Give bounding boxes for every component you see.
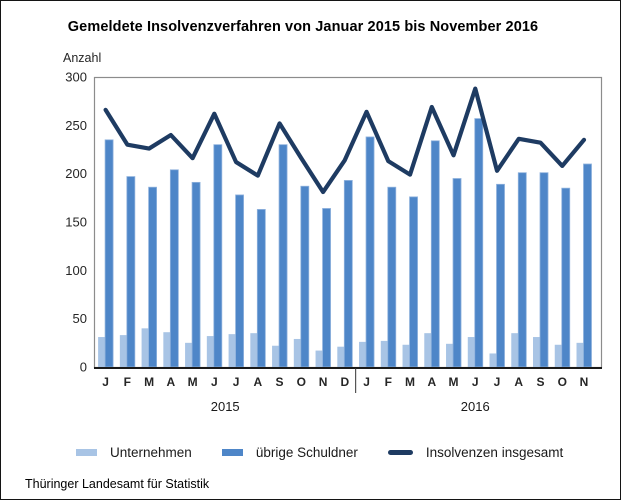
x-tick-label: N — [580, 375, 589, 389]
bar-unternehmen — [489, 353, 497, 367]
y-tick-label: 200 — [65, 166, 87, 181]
bar-uebrige-schuldner — [387, 186, 397, 368]
y-tick-label: 100 — [65, 263, 87, 278]
bar-unternehmen — [380, 340, 388, 367]
y-tick-label: 250 — [65, 118, 87, 133]
x-tick-label: A — [514, 375, 523, 389]
bar-uebrige-schuldner — [452, 178, 462, 368]
bar-unternehmen — [402, 344, 410, 367]
legend-label: Insolvenzen insgesamt — [425, 445, 564, 460]
bar-uebrige-schuldner — [213, 144, 223, 368]
bar-uebrige-schuldner — [583, 163, 592, 368]
bar-uebrige-schuldner — [322, 208, 331, 368]
bar-unternehmen — [359, 341, 367, 367]
x-tick-label: J — [472, 375, 479, 389]
bar-unternehmen — [141, 328, 149, 367]
bar-uebrige-schuldner — [126, 176, 136, 368]
y-tick-label: 50 — [73, 311, 87, 326]
x-tick-label: N — [319, 375, 328, 389]
x-tick-label: A — [253, 375, 262, 389]
bar-uebrige-schuldner — [474, 118, 484, 368]
legend-swatch-bar — [221, 449, 243, 456]
bar-unternehmen — [98, 337, 106, 367]
year-label: 2016 — [461, 399, 490, 414]
bar-uebrige-schuldner — [104, 139, 114, 368]
x-tick-label: J — [102, 375, 109, 389]
legend-item-1: übrige Schuldner — [221, 445, 358, 460]
legend-swatch-bar — [76, 449, 97, 456]
x-tick-label: O — [558, 375, 567, 389]
x-tick-label: J — [494, 375, 501, 389]
x-tick-label: M — [188, 375, 198, 389]
bar-unternehmen — [446, 343, 454, 367]
bar-uebrige-schuldner — [235, 194, 244, 368]
bar-unternehmen — [576, 342, 584, 367]
bar-unternehmen — [315, 350, 323, 367]
bar-unternehmen — [511, 333, 519, 367]
y-tick-label: 0 — [80, 360, 87, 375]
bar-uebrige-schuldner — [278, 144, 288, 368]
bar-uebrige-schuldner — [191, 181, 201, 368]
x-tick-label: S — [537, 375, 545, 389]
x-tick-label: J — [363, 375, 370, 389]
bar-unternehmen — [163, 332, 171, 367]
x-tick-label: F — [385, 375, 392, 389]
total-line — [103, 86, 587, 195]
bar-uebrige-schuldner — [409, 196, 418, 368]
x-tick-label: O — [297, 375, 306, 389]
bar-uebrige-schuldner — [496, 183, 505, 368]
bar-uebrige-schuldner — [300, 185, 310, 368]
x-tick-label: M — [449, 375, 459, 389]
chart-legend: Unternehmen übrige Schuldner Insolvenzen i… — [76, 445, 563, 460]
x-tick-label: A — [427, 375, 436, 389]
x-tick-label: A — [167, 375, 176, 389]
bar-unternehmen — [250, 333, 258, 367]
x-tick-label: J — [233, 375, 240, 389]
year-label: 2015 — [211, 399, 240, 414]
x-tick-label: F — [124, 375, 131, 389]
bar-unternehmen — [337, 346, 345, 367]
y-axis-label: Anzahl — [63, 51, 101, 65]
legend-item-2: Insolvenzen insgesamt — [387, 445, 564, 460]
bar-uebrige-schuldner — [365, 136, 375, 368]
legend-item-0: Unternehmen — [76, 445, 192, 460]
source-attribution: Thüringer Landesamt für Statistik — [25, 477, 210, 491]
x-tick-label: D — [340, 375, 349, 389]
bar-unternehmen — [272, 345, 280, 367]
bar-unternehmen — [533, 337, 541, 367]
bar-uebrige-schuldner — [517, 172, 527, 368]
x-tick-label: J — [211, 375, 218, 389]
bar-unternehmen — [554, 344, 562, 367]
bar-unternehmen — [206, 336, 214, 367]
x-tick-label: M — [144, 375, 154, 389]
bar-unternehmen — [467, 337, 475, 367]
bar-uebrige-schuldner — [343, 180, 353, 368]
x-tick-label: S — [276, 375, 284, 389]
bar-unternehmen — [424, 333, 432, 367]
chart-title: Gemeldete Insolvenzverfahren von Januar … — [67, 19, 539, 35]
bar-unternehmen — [185, 342, 193, 367]
legend-label: übrige Schuldner — [255, 445, 358, 460]
bar-uebrige-schuldner — [430, 140, 440, 368]
legend-swatch-line — [387, 450, 413, 455]
bar-uebrige-schuldner — [539, 172, 549, 368]
bar-uebrige-schuldner — [561, 187, 571, 368]
bar-uebrige-schuldner — [148, 186, 157, 368]
bar-uebrige-schuldner — [256, 209, 266, 368]
y-tick-label: 300 — [65, 70, 87, 85]
bar-unternehmen — [119, 335, 127, 367]
bar-uebrige-schuldner — [169, 169, 179, 368]
y-tick-label: 150 — [65, 215, 87, 230]
bar-unternehmen — [228, 334, 236, 367]
legend-label: Unternehmen — [110, 445, 192, 460]
bar-unternehmen — [293, 338, 301, 367]
x-tick-label: M — [405, 375, 415, 389]
